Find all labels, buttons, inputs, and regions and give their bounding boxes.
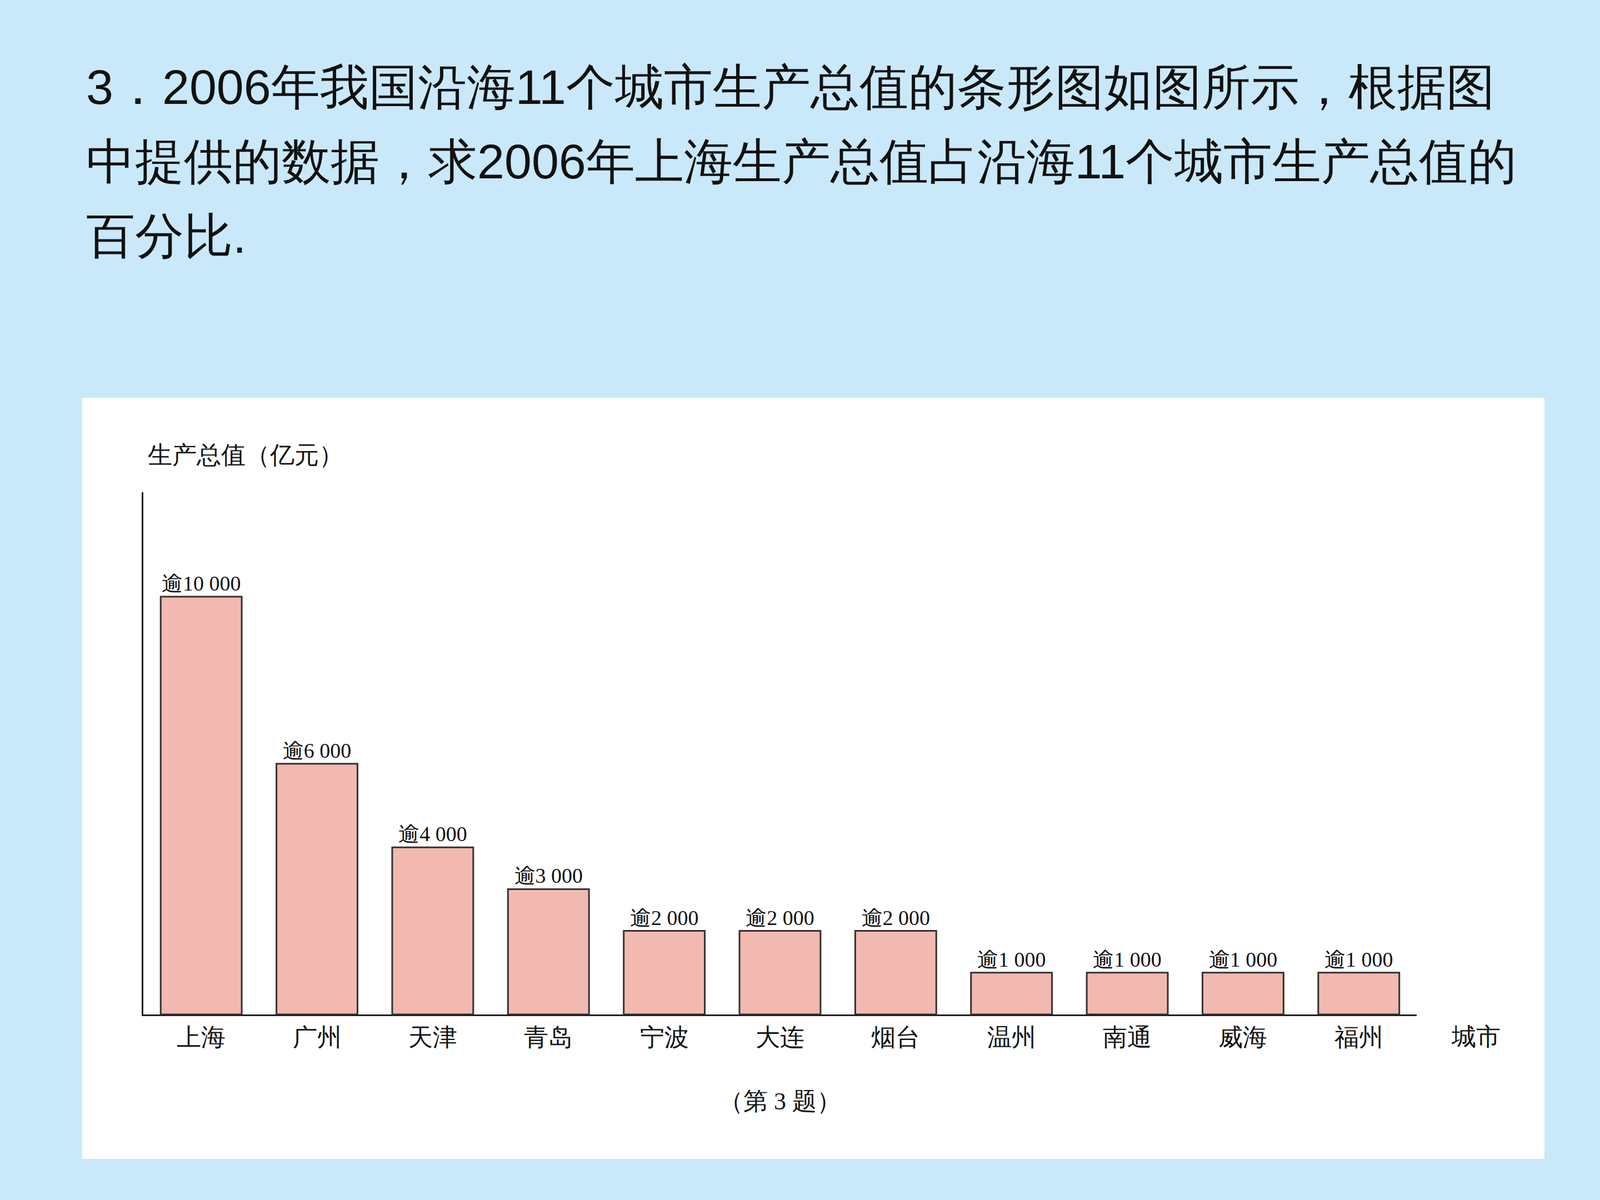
svg-text:宁波: 宁波 [640, 1023, 689, 1052]
html-text:3．2006年我国沿海11个城市生产总值的条形图如图所示，根: 3．2006年我国沿海11个城市生产总值的条形图如图所示，根据图中提供的数据，求… [86, 59, 1517, 264]
svg-text:逾2 000: 逾2 000 [630, 906, 699, 930]
svg-text:（第 3 题）: （第 3 题） [718, 1087, 842, 1115]
svg-text:青岛: 青岛 [523, 1023, 573, 1052]
svg-text:逾3 000: 逾3 000 [514, 863, 584, 888]
svg-text:温州: 温州 [987, 1023, 1037, 1052]
svg-text:城市: 城市 [1451, 1023, 1501, 1051]
svg-text:生产总值（亿元）: 生产总值（亿元） [147, 441, 344, 469]
svg-text:天津: 天津 [408, 1023, 458, 1052]
svg-text:逾1 000: 逾1 000 [1092, 947, 1162, 972]
svg-text:广州: 广州 [292, 1023, 342, 1052]
svg-text:逾2 000: 逾2 000 [861, 906, 931, 930]
svg-text:逾6 000: 逾6 000 [282, 738, 352, 763]
svg-text:南通: 南通 [1102, 1023, 1152, 1052]
svg-text:烟台: 烟台 [871, 1023, 920, 1052]
svg-text:逾10 000: 逾10 000 [161, 571, 242, 595]
svg-text:逾1 000: 逾1 000 [1208, 947, 1278, 972]
svg-text:福州: 福州 [1334, 1023, 1384, 1052]
svg-text:上海: 上海 [176, 1023, 226, 1052]
svg-text:逾1 000: 逾1 000 [1324, 947, 1394, 972]
svg-text:逾1 000: 逾1 000 [977, 947, 1047, 972]
svg-text:大连: 大连 [755, 1023, 805, 1052]
svg-text:逾2 000: 逾2 000 [745, 906, 815, 930]
svg-text:逾4 000: 逾4 000 [398, 822, 468, 846]
svg-text:威海: 威海 [1218, 1023, 1268, 1052]
